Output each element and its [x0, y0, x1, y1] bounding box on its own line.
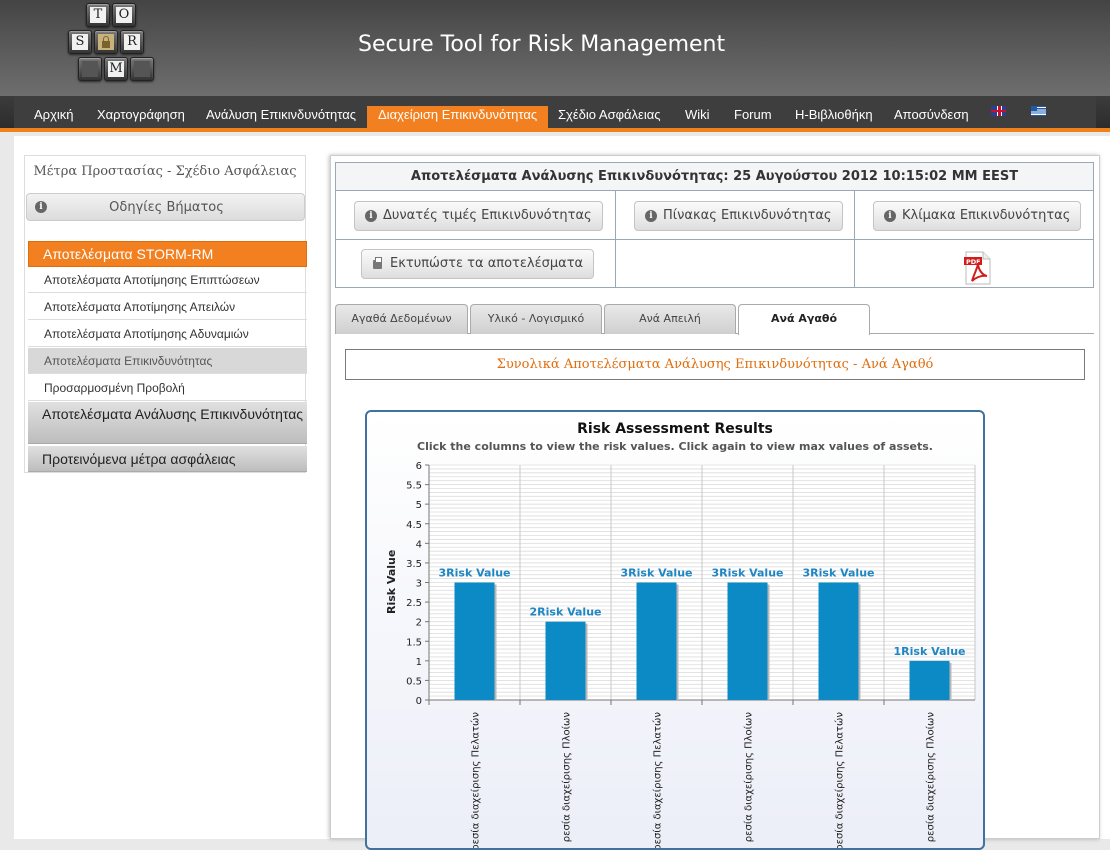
risk-values-button[interactable]: i Δυνατές τιμές Επικινδυνότητας	[354, 201, 603, 231]
info-icon: i	[645, 210, 657, 222]
sidebar-item-custom-view[interactable]: Προσαρμοσμένη Προβολή	[28, 375, 307, 401]
bar-data-label: 3Risk Value	[439, 567, 511, 580]
y-tick-label: 2.5	[406, 598, 422, 609]
y-tick-label: 2	[416, 618, 422, 629]
nav-item-wiki[interactable]: Wiki	[685, 107, 710, 122]
bar-shadow	[494, 584, 497, 700]
logo-key-blank	[130, 57, 154, 81]
lock-icon	[94, 30, 118, 54]
x-tick-label: ρεσία διαχείρισης Πελατών	[652, 712, 664, 848]
sidebar-item-impact-results[interactable]: Αποτελέσματα Αποτίμησης Επιπτώσεων	[28, 267, 307, 293]
bar-data-label: 3Risk Value	[621, 567, 693, 580]
nav-item-library[interactable]: Η-Βιβλιοθήκη	[795, 107, 873, 122]
bar-data-label: 2Risk Value	[530, 606, 602, 619]
y-tick-label: 5	[416, 500, 422, 511]
sidebar-section-storm-results[interactable]: Αποτελέσματα STORM-RM	[28, 241, 307, 267]
results-heading: Αποτελέσματα Ανάλυσης Επικινδυνότητας: 2…	[336, 163, 1093, 191]
y-tick-label: 1	[416, 657, 422, 668]
nav-item-logout[interactable]: Αποσύνδεση	[894, 107, 969, 122]
logo-key: M	[104, 57, 128, 81]
sidebar-item-threat-results[interactable]: Αποτελέσματα Αποτίμησης Απειλών	[28, 294, 307, 320]
tab-by-threat[interactable]: Ανά Απειλή	[604, 304, 736, 334]
nav-item-home[interactable]: Αρχική	[34, 107, 74, 122]
nav-item-forum[interactable]: Forum	[734, 107, 772, 122]
greek-flag-icon[interactable]	[1031, 106, 1046, 116]
main-nav: Αρχική Χαρτογράφηση Ανάλυση Επικινδυνότη…	[0, 96, 1110, 132]
results-table: Αποτελέσματα Ανάλυσης Επικινδυνότητας: 2…	[335, 162, 1094, 288]
chart-bar[interactable]	[545, 621, 586, 700]
bar-shadow	[585, 623, 588, 700]
y-tick-label: 1.5	[406, 637, 422, 648]
logo-key: S	[68, 30, 92, 54]
header: T O S R M Secure Tool for Risk Managemen…	[0, 0, 1110, 96]
nav-item-risk-management[interactable]: Διαχείριση Επικινδυνότητας	[367, 106, 549, 130]
x-tick-label: ρεσία διαχείρισης Πλοίων	[743, 712, 755, 843]
y-tick-label: 0	[416, 696, 422, 707]
y-tick-label: 4.5	[406, 520, 422, 531]
printer-icon	[373, 257, 382, 269]
asset-tabs: Αγαθά Δεδομένων Υλικό - Λογισμικό Ανά Απ…	[335, 304, 1094, 335]
nav-item-risk-analysis[interactable]: Ανάλυση Επικινδυνότητας	[206, 107, 357, 122]
tab-by-asset[interactable]: Ανά Αγαθό	[738, 304, 870, 335]
storm-logo[interactable]: T O S R M	[68, 3, 158, 87]
chart-bar[interactable]	[909, 660, 950, 700]
chart-bar[interactable]	[636, 582, 677, 701]
bar-data-label: 3Risk Value	[803, 567, 875, 580]
risk-chart: Risk Assessment Results Click the column…	[365, 410, 985, 850]
info-icon: i	[884, 210, 896, 222]
logo-key: O	[112, 3, 136, 27]
sidebar: Μέτρα Προστασίας - Σχέδιο Ασφάλειας i Οδ…	[24, 155, 307, 473]
english-flag-icon[interactable]	[991, 106, 1006, 116]
info-icon: i	[35, 201, 47, 213]
info-icon: i	[365, 210, 377, 222]
chart-bar[interactable]	[727, 582, 768, 701]
step-guide-button[interactable]: i Οδηγίες Βήματος	[26, 193, 305, 221]
sidebar-item-vulnerability-results[interactable]: Αποτελέσματα Αποτίμησης Αδυναμιών	[28, 321, 307, 347]
x-tick-label: ρεσία διαχείρισης Πελατών	[470, 712, 482, 848]
site-title: Secure Tool for Risk Management	[358, 32, 726, 57]
logo-key: R	[120, 30, 144, 54]
summary-title: Συνολικά Αποτελέσματα Ανάλυσης Επικινδυν…	[345, 349, 1085, 380]
logo-key: T	[86, 3, 110, 27]
y-tick-label: 4	[416, 539, 422, 550]
chart-subtitle: Click the columns to view the risk value…	[417, 440, 933, 453]
bar-shadow	[767, 584, 770, 700]
bar-shadow	[858, 584, 861, 700]
risk-scale-button[interactable]: i Κλίμακα Επικινδυνότητας	[873, 201, 1082, 231]
chart-title: Risk Assessment Results	[577, 421, 773, 437]
tab-hardware-software[interactable]: Υλικό - Λογισμικό	[470, 304, 602, 334]
y-tick-label: 6	[416, 461, 422, 472]
y-tick-label: 3	[416, 579, 422, 590]
sidebar-group-proposed-measures[interactable]: Προτεινόμενα μέτρα ασφάλειας	[28, 446, 307, 472]
pdf-icon[interactable]: PDF	[964, 251, 991, 285]
nav-item-mapping[interactable]: Χαρτογράφηση	[97, 107, 185, 122]
y-tick-label: 5.5	[406, 481, 422, 492]
bar-shadow	[676, 584, 679, 700]
x-tick-label: ρεσία διαχείρισης Πλοίων	[925, 712, 937, 843]
main-panel: Αποτελέσματα Ανάλυσης Επικινδυνότητας: 2…	[330, 155, 1100, 850]
chart-bar[interactable]	[818, 582, 859, 701]
pdf-label: PDF	[966, 258, 981, 266]
bar-data-label: 1Risk Value	[894, 645, 966, 658]
bar-shadow	[949, 662, 952, 700]
y-tick-label: 0.5	[406, 676, 422, 687]
sidebar-item-risk-results[interactable]: Αποτελέσματα Επικινδυνότητας	[28, 348, 307, 374]
risk-table-button[interactable]: i Πίνακας Επικινδυνότητας	[634, 201, 843, 231]
sidebar-group-risk-analysis-results[interactable]: Αποτελέσματα Ανάλυσης Επικινδυνότητας	[28, 402, 307, 444]
tab-data-assets[interactable]: Αγαθά Δεδομένων	[335, 304, 468, 334]
bar-data-label: 3Risk Value	[712, 567, 784, 580]
step-guide-label: Οδηγίες Βήματος	[109, 200, 224, 215]
x-tick-label: ρεσία διαχείρισης Πλοίων	[561, 712, 573, 843]
chart-plot: 0 0.5 1 1.5 2 2.5 3 3.5 4 4.5 5 5.5 6 3Risk Value ρεσί…	[406, 461, 976, 848]
chart-bar[interactable]	[454, 582, 495, 701]
x-tick-label: ρεσία διαχείρισης Πελατών	[834, 712, 846, 848]
y-tick-label: 3.5	[406, 559, 422, 570]
sidebar-title: Μέτρα Προστασίας - Σχέδιο Ασφάλειας	[33, 164, 297, 179]
print-results-button[interactable]: Εκτυπώστε τα αποτελέσματα	[361, 249, 595, 279]
logo-key-blank	[78, 57, 102, 81]
nav-item-security-plan[interactable]: Σχέδιο Ασφάλειας	[558, 107, 661, 122]
